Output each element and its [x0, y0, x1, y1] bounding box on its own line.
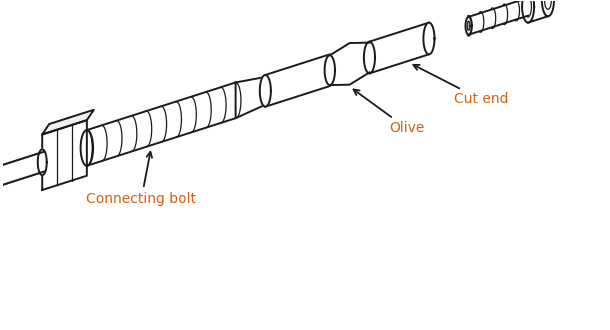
- Text: Connector
insert: Connector insert: [0, 329, 1, 330]
- Polygon shape: [468, 0, 528, 35]
- Polygon shape: [235, 77, 265, 118]
- Polygon shape: [542, 0, 554, 16]
- Polygon shape: [528, 0, 548, 23]
- Text: Hose: Hose: [0, 329, 1, 330]
- Polygon shape: [81, 130, 93, 166]
- Polygon shape: [265, 54, 330, 107]
- Polygon shape: [87, 82, 235, 166]
- Text: Connecting bolt: Connecting bolt: [87, 152, 196, 206]
- Polygon shape: [260, 75, 271, 107]
- Polygon shape: [0, 152, 42, 191]
- Polygon shape: [42, 110, 94, 134]
- Text: Cut end: Cut end: [414, 65, 508, 106]
- Polygon shape: [38, 149, 47, 175]
- Polygon shape: [330, 43, 370, 85]
- Polygon shape: [325, 55, 335, 85]
- Text: Olive: Olive: [354, 89, 425, 135]
- Polygon shape: [467, 21, 470, 30]
- Polygon shape: [370, 23, 429, 73]
- Polygon shape: [465, 17, 472, 35]
- Polygon shape: [522, 0, 534, 23]
- Polygon shape: [364, 42, 375, 73]
- Polygon shape: [0, 151, 47, 191]
- Polygon shape: [423, 23, 434, 54]
- Polygon shape: [42, 120, 87, 190]
